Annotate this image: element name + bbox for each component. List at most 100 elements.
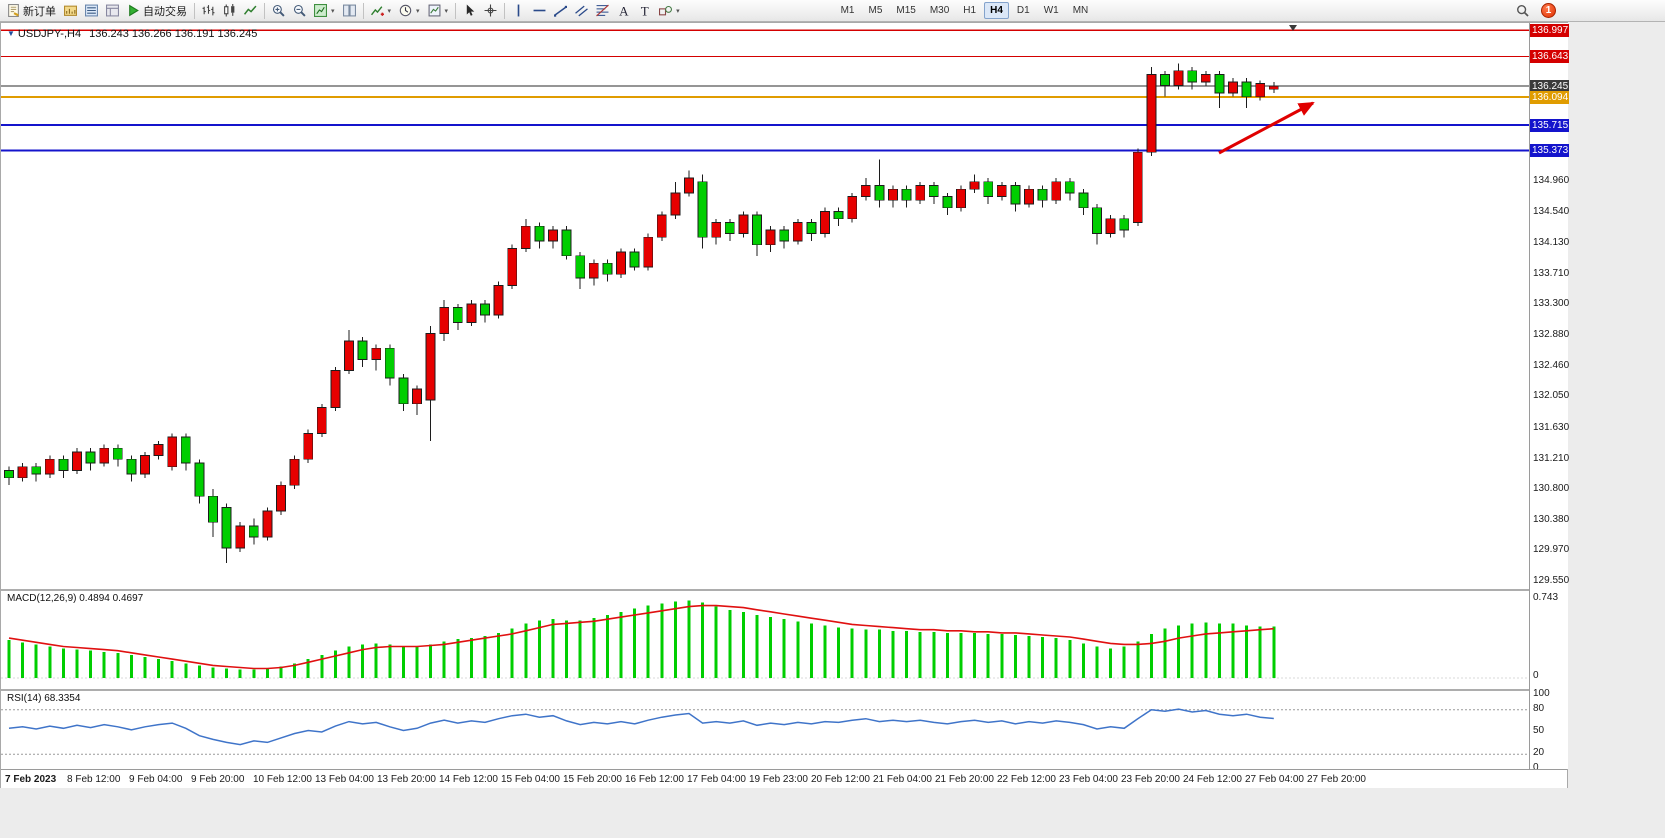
- price-axis-label: 130.380: [1533, 514, 1570, 525]
- clock-icon: [399, 4, 412, 17]
- auto-trading-button[interactable]: 自动交易: [123, 1, 191, 21]
- price-chart-canvas[interactable]: [1, 23, 1529, 589]
- toolbar-separator: [264, 2, 265, 19]
- tile-icon: [342, 4, 356, 17]
- time-axis-label: 15 Feb 04:00: [501, 774, 560, 785]
- price-axis-label: 131.210: [1533, 452, 1570, 464]
- data-window-button[interactable]: [102, 1, 123, 21]
- crosshair-button[interactable]: [480, 1, 501, 21]
- trend-arrow-annotation[interactable]: [1218, 101, 1315, 155]
- candlestick-chart-type-button[interactable]: [219, 1, 240, 21]
- macd-indicator-label: MACD(12,26,9) 0.4894 0.4697: [7, 593, 144, 604]
- price-axis-label: 132.050: [1533, 390, 1570, 402]
- zoom-out-button[interactable]: [289, 1, 310, 21]
- timeframe-d1-button[interactable]: D1: [1016, 5, 1030, 16]
- timeframe-h4-button[interactable]: H4: [984, 2, 1009, 19]
- trendline-icon: [554, 4, 568, 17]
- time-axis-label: 19 Feb 23:00: [749, 774, 808, 785]
- price-axis[interactable]: 134.960 134.540 134.130 133.710 133.300 132.8…: [1529, 23, 1570, 773]
- search-button[interactable]: [1512, 1, 1533, 21]
- profiles-icon: [64, 4, 77, 17]
- candlestick-series: [4, 63, 1279, 563]
- arrows-shapes-button[interactable]: ▾: [655, 1, 684, 21]
- timeframe-mn-button[interactable]: MN: [1072, 5, 1089, 16]
- time-axis-label: 21 Feb 04:00: [873, 774, 932, 785]
- timeframe-m5-button[interactable]: M5: [868, 5, 883, 16]
- svg-text:A: A: [619, 4, 629, 17]
- time-axis[interactable]: 7 Feb 2023 8 Feb 12:00 9 Feb 04:00 9 Feb 20…: [1, 769, 1567, 788]
- ohlc-values: 136.243 136.266 136.191 136.245: [89, 28, 258, 40]
- periods-button[interactable]: ▾: [395, 1, 424, 21]
- text-label-button[interactable]: T: [634, 1, 655, 21]
- timeframe-m15-button[interactable]: M15: [896, 5, 916, 16]
- price-axis-label: 129.550: [1533, 575, 1570, 587]
- new-order-label: 新订单: [23, 5, 56, 18]
- chart-profiles-button[interactable]: [60, 1, 81, 21]
- tile-windows-button[interactable]: [339, 1, 360, 21]
- time-axis-label: 24 Feb 12:00: [1183, 774, 1242, 785]
- chart-window[interactable]: ▼ USDJPY-,H4 136.243 136.266 136.191 136.2…: [0, 22, 1570, 788]
- toolbar-buttons: 新订单 自动交易 ▾ ▾ ▾ ▾ A T ▾: [3, 0, 684, 22]
- new-order-icon: [7, 4, 20, 17]
- channel-icon: [575, 4, 588, 17]
- timeframe-w1-button[interactable]: W1: [1043, 5, 1059, 16]
- new-order-button[interactable]: 新订单: [3, 1, 60, 21]
- vertical-line-button[interactable]: [508, 1, 529, 21]
- time-axis-label: 15 Feb 20:00: [563, 774, 622, 785]
- timeframe-toolbar: M1 M5 M15 M30 H1 H4 D1 W1 MN: [834, 0, 1096, 22]
- rsi-axis-label: 20: [1533, 747, 1545, 759]
- text-button[interactable]: A: [613, 1, 634, 21]
- indicators-icon: [370, 4, 384, 17]
- rsi-panel[interactable]: [1, 689, 1529, 769]
- indicators-button[interactable]: ▾: [367, 1, 396, 21]
- line-chart-icon: [244, 4, 257, 17]
- macd-axis-label: 0: [1533, 670, 1539, 681]
- price-axis-label: 132.880: [1533, 329, 1570, 340]
- price-badge: 136.245: [1530, 79, 1569, 93]
- equidistant-channel-button[interactable]: [571, 1, 592, 21]
- timeframe-m1-button[interactable]: M1: [840, 5, 855, 16]
- price-badge: 136.094: [1530, 90, 1569, 104]
- time-axis-label: 22 Feb 12:00: [997, 774, 1056, 785]
- dropdown-caret-icon: ▾: [444, 7, 449, 15]
- chart-collapse-icon[interactable]: ▼: [7, 29, 15, 38]
- fibonacci-button[interactable]: [592, 1, 613, 21]
- fibo-icon: [596, 4, 609, 17]
- zoom-in-icon: [272, 4, 285, 17]
- price-axis-label: 129.970: [1533, 544, 1570, 556]
- price-axis-label: 132.460: [1533, 360, 1570, 372]
- template-icon: [428, 4, 441, 17]
- toolbar-separator: [504, 2, 506, 19]
- new-chart-icon: [314, 4, 327, 17]
- shapes-icon: [659, 4, 673, 17]
- chart-shift-marker[interactable]: [1289, 25, 1297, 31]
- time-axis-label: 20 Feb 12:00: [811, 774, 870, 785]
- new-chart-button[interactable]: ▾: [310, 1, 339, 21]
- templates-button[interactable]: ▾: [424, 1, 453, 21]
- bar-chart-type-button[interactable]: [198, 1, 219, 21]
- bars-icon: [202, 4, 215, 17]
- time-axis-label: 13 Feb 20:00: [377, 774, 436, 785]
- time-axis-label: 10 Feb 12:00: [253, 774, 312, 785]
- rsi-indicator-label: RSI(14) 68.3354: [7, 693, 81, 704]
- timeframe-m30-button[interactable]: M30: [929, 5, 950, 16]
- horizontal-price-lines[interactable]: [1, 29, 1529, 152]
- price-badge: 136.643: [1530, 50, 1569, 64]
- horizontal-line-button[interactable]: [529, 1, 550, 21]
- candles-icon: [223, 4, 236, 17]
- time-axis-label: 23 Feb 20:00: [1121, 774, 1180, 785]
- cursor-button[interactable]: [459, 1, 480, 21]
- toolbar: 新订单 自动交易 ▾ ▾ ▾ ▾ A T ▾ M1 M5 M15 M30 H1 H4 D1 W1 MN 1: [0, 0, 1665, 22]
- time-axis-label: 9 Feb 20:00: [191, 774, 245, 785]
- line-chart-type-button[interactable]: [240, 1, 261, 21]
- market-watch-button[interactable]: [81, 1, 102, 21]
- rsi-axis-label: 50: [1533, 725, 1545, 736]
- trendline-button[interactable]: [550, 1, 571, 21]
- timeframe-h1-button[interactable]: H1: [963, 5, 977, 16]
- rsi-axis-label: 80: [1533, 702, 1545, 714]
- time-axis-label: 16 Feb 12:00: [625, 774, 684, 785]
- macd-panel[interactable]: [1, 589, 1529, 689]
- zoom-in-button[interactable]: [268, 1, 289, 21]
- notification-badge[interactable]: 1: [1541, 3, 1556, 18]
- market-watch-icon: [85, 4, 98, 17]
